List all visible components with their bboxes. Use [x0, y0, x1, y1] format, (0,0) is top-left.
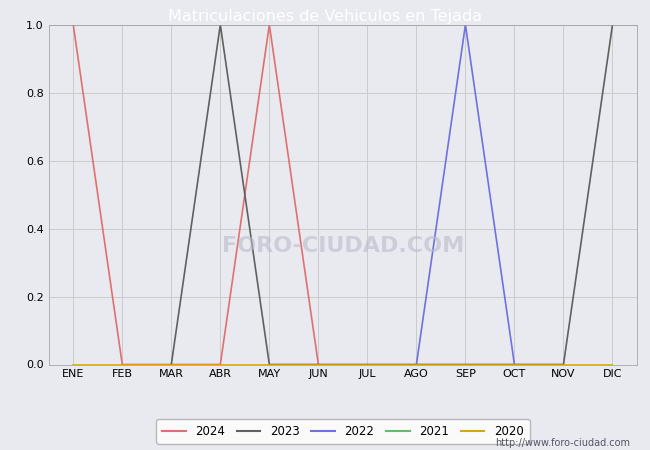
Text: Matriculaciones de Vehiculos en Tejada: Matriculaciones de Vehiculos en Tejada — [168, 9, 482, 24]
Text: FORO-CIUDAD.COM: FORO-CIUDAD.COM — [222, 236, 464, 256]
Text: http://www.foro-ciudad.com: http://www.foro-ciudad.com — [495, 438, 630, 448]
Legend: 2024, 2023, 2022, 2021, 2020: 2024, 2023, 2022, 2021, 2020 — [156, 419, 530, 444]
